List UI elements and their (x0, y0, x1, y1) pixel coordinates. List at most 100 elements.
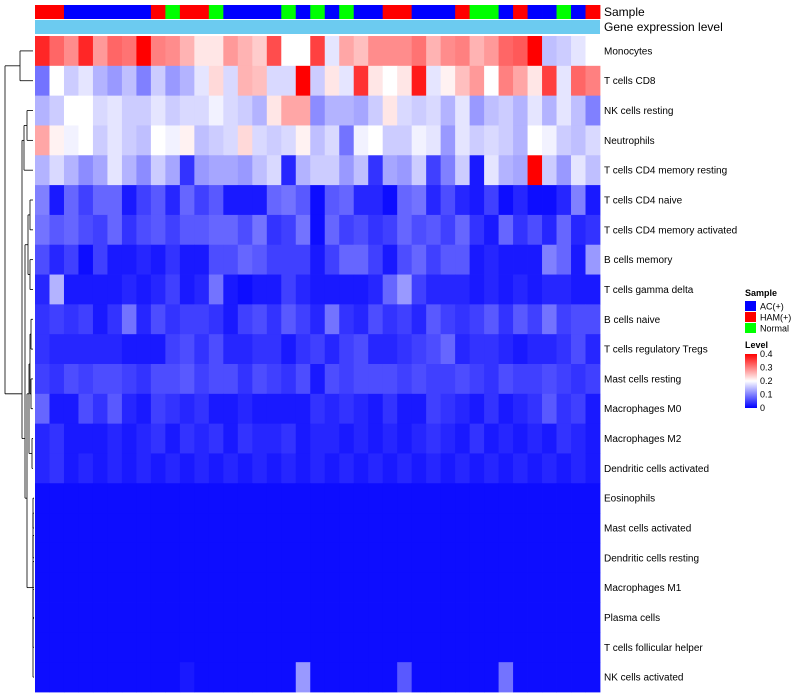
heatmap-cell (397, 65, 413, 97)
heatmap-cell (208, 155, 224, 186)
heatmap-cell (223, 334, 239, 365)
heatmap-cell (208, 334, 224, 365)
heatmap-cell (498, 36, 514, 67)
heatmap-cell (78, 185, 94, 216)
sample-annotation-cell (527, 5, 543, 19)
heatmap-cell (295, 304, 311, 335)
heatmap-cell (484, 572, 499, 603)
heatmap-cell (107, 65, 123, 97)
heatmap-cell (455, 364, 471, 395)
heatmap-cell (455, 393, 471, 425)
heatmap-cell (397, 632, 413, 663)
heatmap-cell (426, 483, 442, 514)
heatmap-cell (571, 214, 586, 246)
heatmap-cell (107, 185, 123, 216)
heatmap-cell (295, 36, 311, 67)
heatmap-cell (527, 393, 543, 425)
heatmap-cell (484, 453, 499, 484)
heatmap-cell (63, 483, 79, 514)
heatmap-cell (237, 483, 253, 514)
row-label: T cells gamma delta (604, 285, 694, 296)
sample-annotation-cell (498, 5, 514, 19)
heatmap-cell (339, 542, 355, 574)
heatmap-cell (455, 513, 471, 544)
heatmap-cell (484, 662, 499, 693)
heatmap-cell (455, 304, 471, 335)
row-label: Mast cells resting (604, 374, 681, 385)
heatmap-cell (237, 364, 253, 395)
heatmap-cell (35, 453, 50, 484)
heatmap-cell (194, 65, 210, 97)
level-tick-label: 0.2 (760, 376, 773, 386)
heatmap-cell (411, 125, 427, 156)
heatmap-cell (165, 453, 181, 484)
heatmap-cell (324, 364, 340, 395)
heatmap-cell (513, 632, 528, 663)
heatmap-cell (324, 244, 340, 275)
heatmap-cell (469, 274, 485, 305)
heatmap-cell (107, 334, 123, 365)
heatmap-cell (324, 65, 340, 97)
heatmap-cell (121, 214, 137, 246)
heatmap-cell (585, 95, 601, 126)
heatmap-cell (150, 453, 166, 484)
sample-annotation-cell (237, 5, 253, 19)
heatmap-cell (237, 542, 253, 574)
level-colorbar (745, 354, 757, 408)
sample-annotation-cell (252, 5, 268, 19)
heatmap-cell (527, 304, 543, 335)
heatmap-cell (353, 244, 369, 275)
heatmap-cell (339, 393, 355, 425)
heatmap-cell (571, 662, 586, 693)
heatmap-cell (556, 274, 572, 305)
heatmap-cell (382, 304, 398, 335)
heatmap-cell (194, 513, 210, 544)
heatmap-cell (223, 602, 239, 633)
heatmap-cell (440, 423, 456, 454)
heatmap-cell (35, 572, 50, 603)
heatmap-cell (440, 244, 456, 275)
heatmap-cell (121, 513, 137, 544)
heatmap-cell (455, 602, 471, 633)
heatmap-cell (310, 65, 326, 97)
heatmap-cell (281, 214, 297, 246)
heatmap-cell (527, 65, 543, 97)
heatmap-cell (353, 483, 369, 514)
heatmap-cell (353, 662, 369, 693)
heatmap-cell (455, 632, 471, 663)
heatmap-cell (107, 483, 123, 514)
heatmap-cell (556, 36, 572, 67)
heatmap-cell (353, 274, 369, 305)
heatmap-cell (513, 36, 528, 67)
heatmap-cell (324, 423, 340, 454)
heatmap-cell (527, 214, 543, 246)
heatmap-cell (484, 125, 499, 156)
heatmap-cell (455, 274, 471, 305)
heatmap-cell (585, 36, 601, 67)
heatmap-cell (92, 632, 108, 663)
heatmap-cell (382, 95, 398, 126)
heatmap-cell (121, 602, 137, 633)
heatmap-cell (397, 274, 413, 305)
heatmap-cell (121, 483, 137, 514)
heatmap-cell (252, 364, 268, 395)
sample-annotation-cell (49, 5, 65, 19)
heatmap-cell (426, 155, 442, 186)
heatmap-cell (266, 393, 282, 425)
heatmap-cell (542, 65, 557, 97)
heatmap-cell (498, 662, 514, 693)
heatmap-cell (208, 364, 224, 395)
heatmap-cell (179, 185, 195, 216)
heatmap-cell (368, 244, 384, 275)
heatmap-cell (426, 334, 442, 365)
heatmap-cell (484, 393, 499, 425)
heatmap-cell (310, 304, 326, 335)
heatmap-cell (310, 95, 326, 126)
heatmap-cell (194, 185, 210, 216)
heatmap-cell (440, 513, 456, 544)
heatmap-cell (136, 185, 152, 216)
heatmap-cell (150, 393, 166, 425)
heatmap-cell (585, 334, 601, 365)
heatmap-cell (382, 572, 398, 603)
